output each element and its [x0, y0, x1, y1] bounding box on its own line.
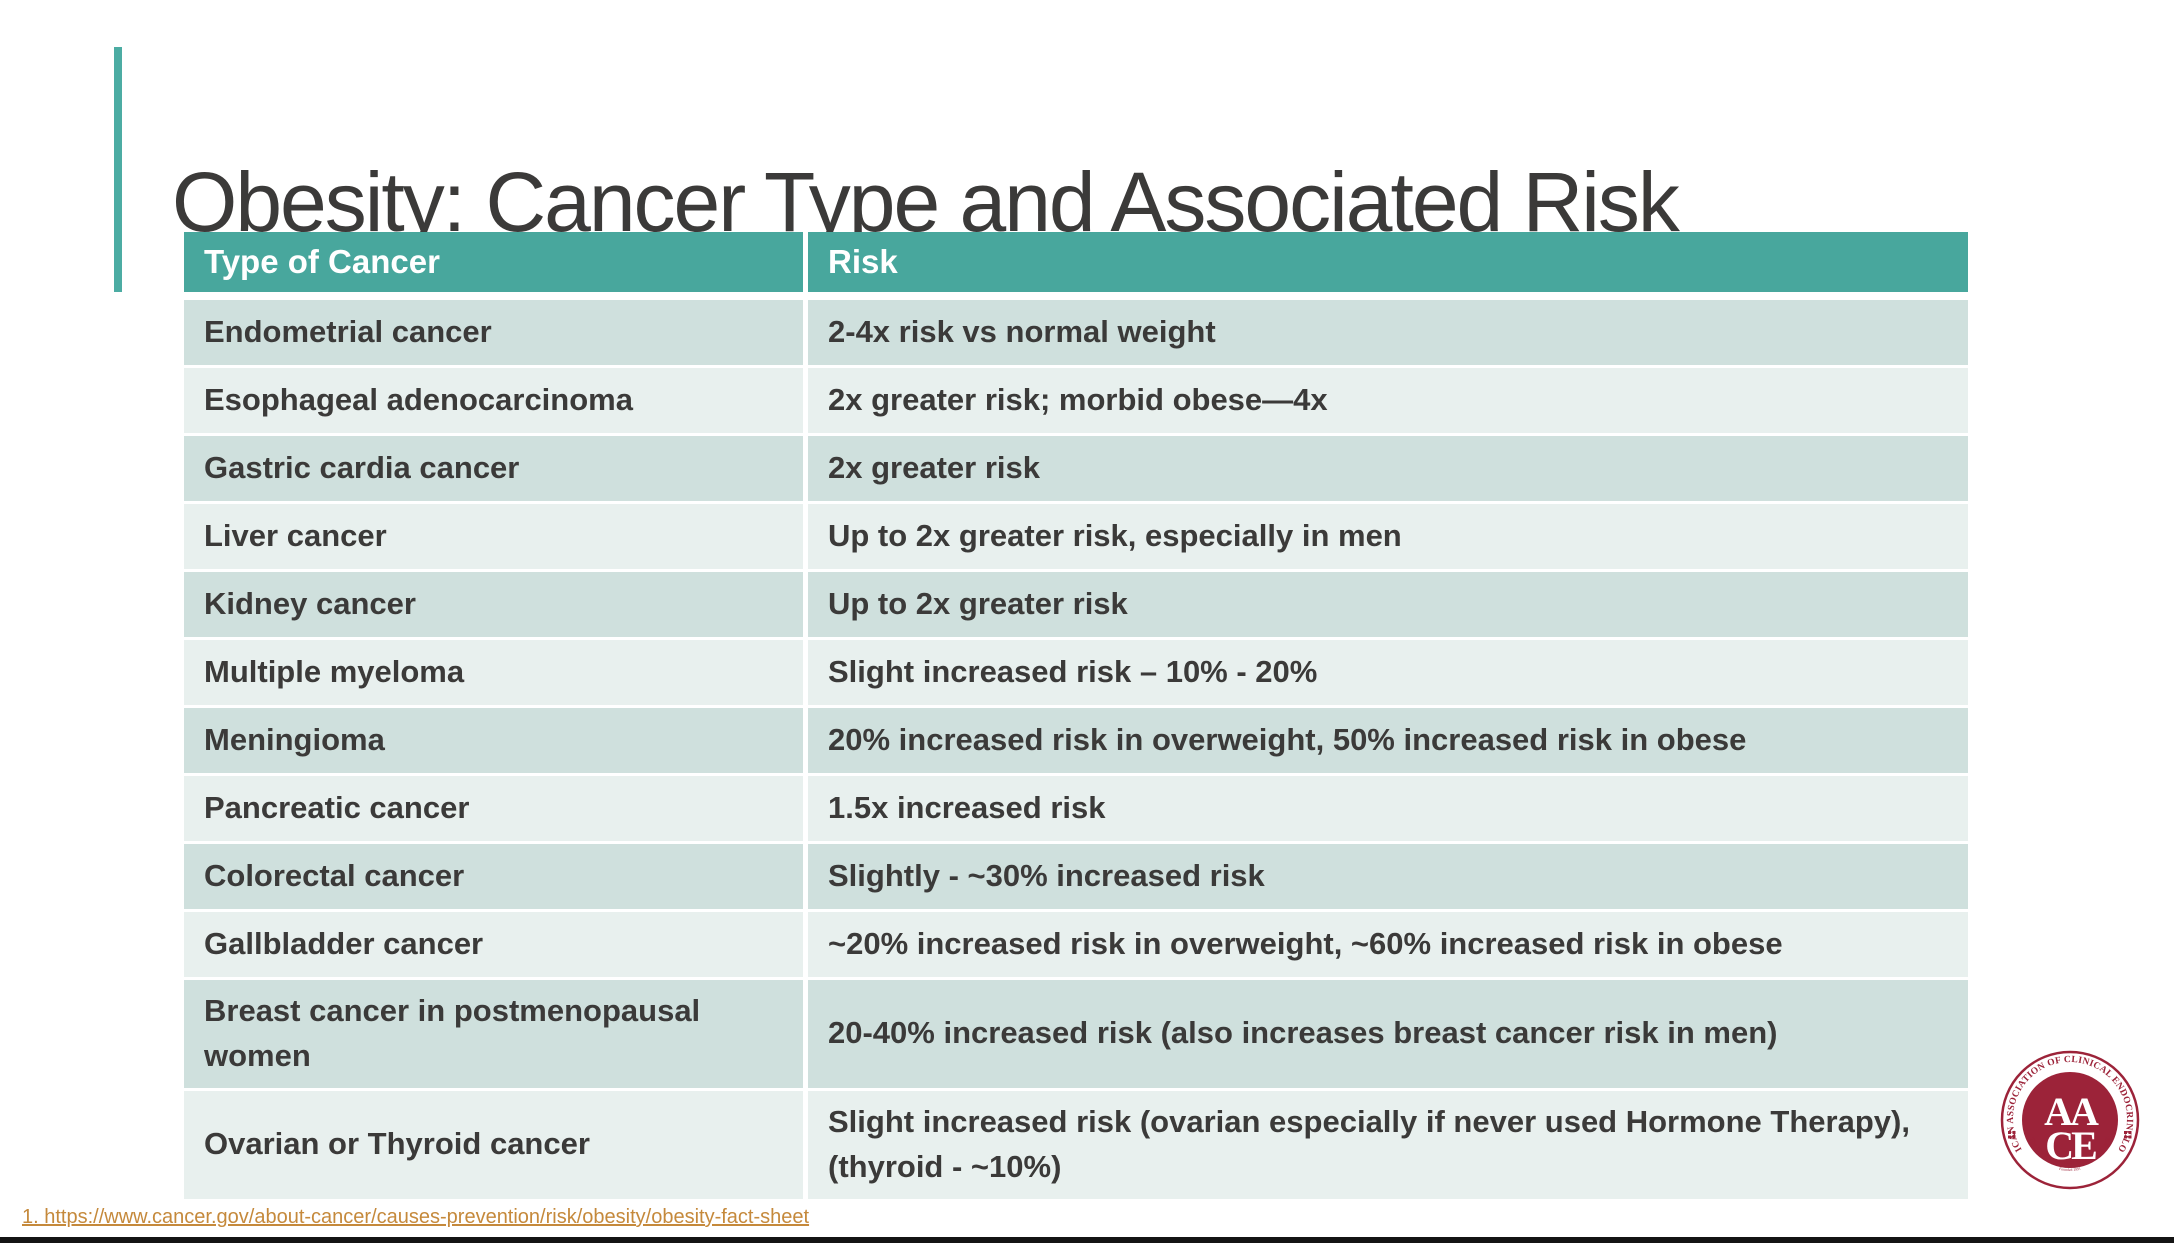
column-header-type-of-cancer: Type of Cancer — [184, 232, 803, 292]
risk-cell: 1.5x increased risk — [808, 776, 1968, 841]
footnote-strip: 1. https://www.cancer.gov/about-cancer/c… — [0, 1202, 2174, 1237]
aace-seal-icon: AMERICAN ASSOCIATION OF CLINICAL ENDOCRI… — [1995, 1042, 2140, 1190]
table-header-row: Type of Cancer Risk — [184, 232, 1968, 292]
table-row: Ovarian or Thyroid cancer Slight increase… — [184, 1090, 1968, 1199]
risk-cell: Up to 2x greater risk — [808, 572, 1968, 637]
table-row: Breast cancer in postmenopausal women 20-… — [184, 980, 1968, 1088]
svg-text:Founded 1991: Founded 1991 — [2059, 1167, 2081, 1172]
risk-cell: Slight increased risk (ovarian especiall… — [808, 1090, 1968, 1199]
table-row: Kidney cancer Up to 2x greater risk — [184, 572, 1968, 637]
table-row: Esophageal adenocarcinoma 2x greater risk… — [184, 368, 1968, 433]
risk-cell: Slight increased risk – 10% - 20% — [808, 640, 1968, 705]
cancer-type-cell: Breast cancer in postmenopausal women — [184, 980, 803, 1088]
logo-center-aa: AA — [2044, 1089, 2099, 1134]
table-row: Colorectal cancer Slightly - ~30% increas… — [184, 844, 1968, 909]
bottom-edge-bar — [0, 1237, 2174, 1243]
cancer-risk-table: Type of Cancer Risk Endometrial cancer 2-… — [184, 232, 1968, 1202]
column-header-risk: Risk — [808, 232, 1968, 292]
risk-cell: 20% increased risk in overweight, 50% in… — [808, 708, 1968, 773]
cancer-type-cell: Liver cancer — [184, 504, 803, 569]
risk-cell: ~20% increased risk in overweight, ~60% … — [808, 912, 1968, 977]
table-row: Multiple myeloma Slight increased risk – … — [184, 640, 1968, 705]
cancer-type-cell: Endometrial cancer — [184, 300, 803, 365]
risk-cell: 20-40% increased risk (also increases br… — [808, 980, 1968, 1088]
cancer-type-cell: Meningioma — [184, 708, 803, 773]
table-row: Gastric cardia cancer 2x greater risk — [184, 436, 1968, 501]
logo-checker-right — [2124, 1131, 2132, 1139]
cancer-type-cell: Gastric cardia cancer — [184, 436, 803, 501]
logo-center-ce: CE — [2045, 1123, 2096, 1168]
risk-cell: Slightly - ~30% increased risk — [808, 844, 1968, 909]
accent-bar — [114, 47, 122, 292]
source-link[interactable]: 1. https://www.cancer.gov/about-cancer/c… — [22, 1206, 810, 1228]
table-row: Endometrial cancer 2-4x risk vs normal we… — [184, 300, 1968, 365]
cancer-type-cell: Kidney cancer — [184, 572, 803, 637]
cancer-type-cell: Colorectal cancer — [184, 844, 803, 909]
risk-cell: 2x greater risk; morbid obese—4x — [808, 368, 1968, 433]
cancer-type-cell: Gallbladder cancer — [184, 912, 803, 977]
cancer-type-cell: Pancreatic cancer — [184, 776, 803, 841]
risk-cell: 2-4x risk vs normal weight — [808, 300, 1968, 365]
cancer-type-cell: Ovarian or Thyroid cancer — [184, 1090, 803, 1199]
table-row: Meningioma 20% increased risk in overweig… — [184, 708, 1968, 773]
table-row: Pancreatic cancer 1.5x increased risk — [184, 776, 1968, 841]
risk-cell: Up to 2x greater risk, especially in men — [808, 504, 1968, 569]
logo-founded-text: Founded 1991 — [2059, 1167, 2081, 1172]
aace-logo: AMERICAN ASSOCIATION OF CLINICAL ENDOCRI… — [1995, 1042, 2140, 1193]
table-row: Gallbladder cancer ~20% increased risk in… — [184, 912, 1968, 977]
cancer-type-cell: Esophageal adenocarcinoma — [184, 368, 803, 433]
cancer-type-cell: Multiple myeloma — [184, 640, 803, 705]
table-row: Liver cancer Up to 2x greater risk, espec… — [184, 504, 1968, 569]
table-body: Endometrial cancer 2-4x risk vs normal we… — [184, 300, 1968, 1199]
risk-cell: 2x greater risk — [808, 436, 1968, 501]
logo-checker-left — [2008, 1131, 2016, 1139]
